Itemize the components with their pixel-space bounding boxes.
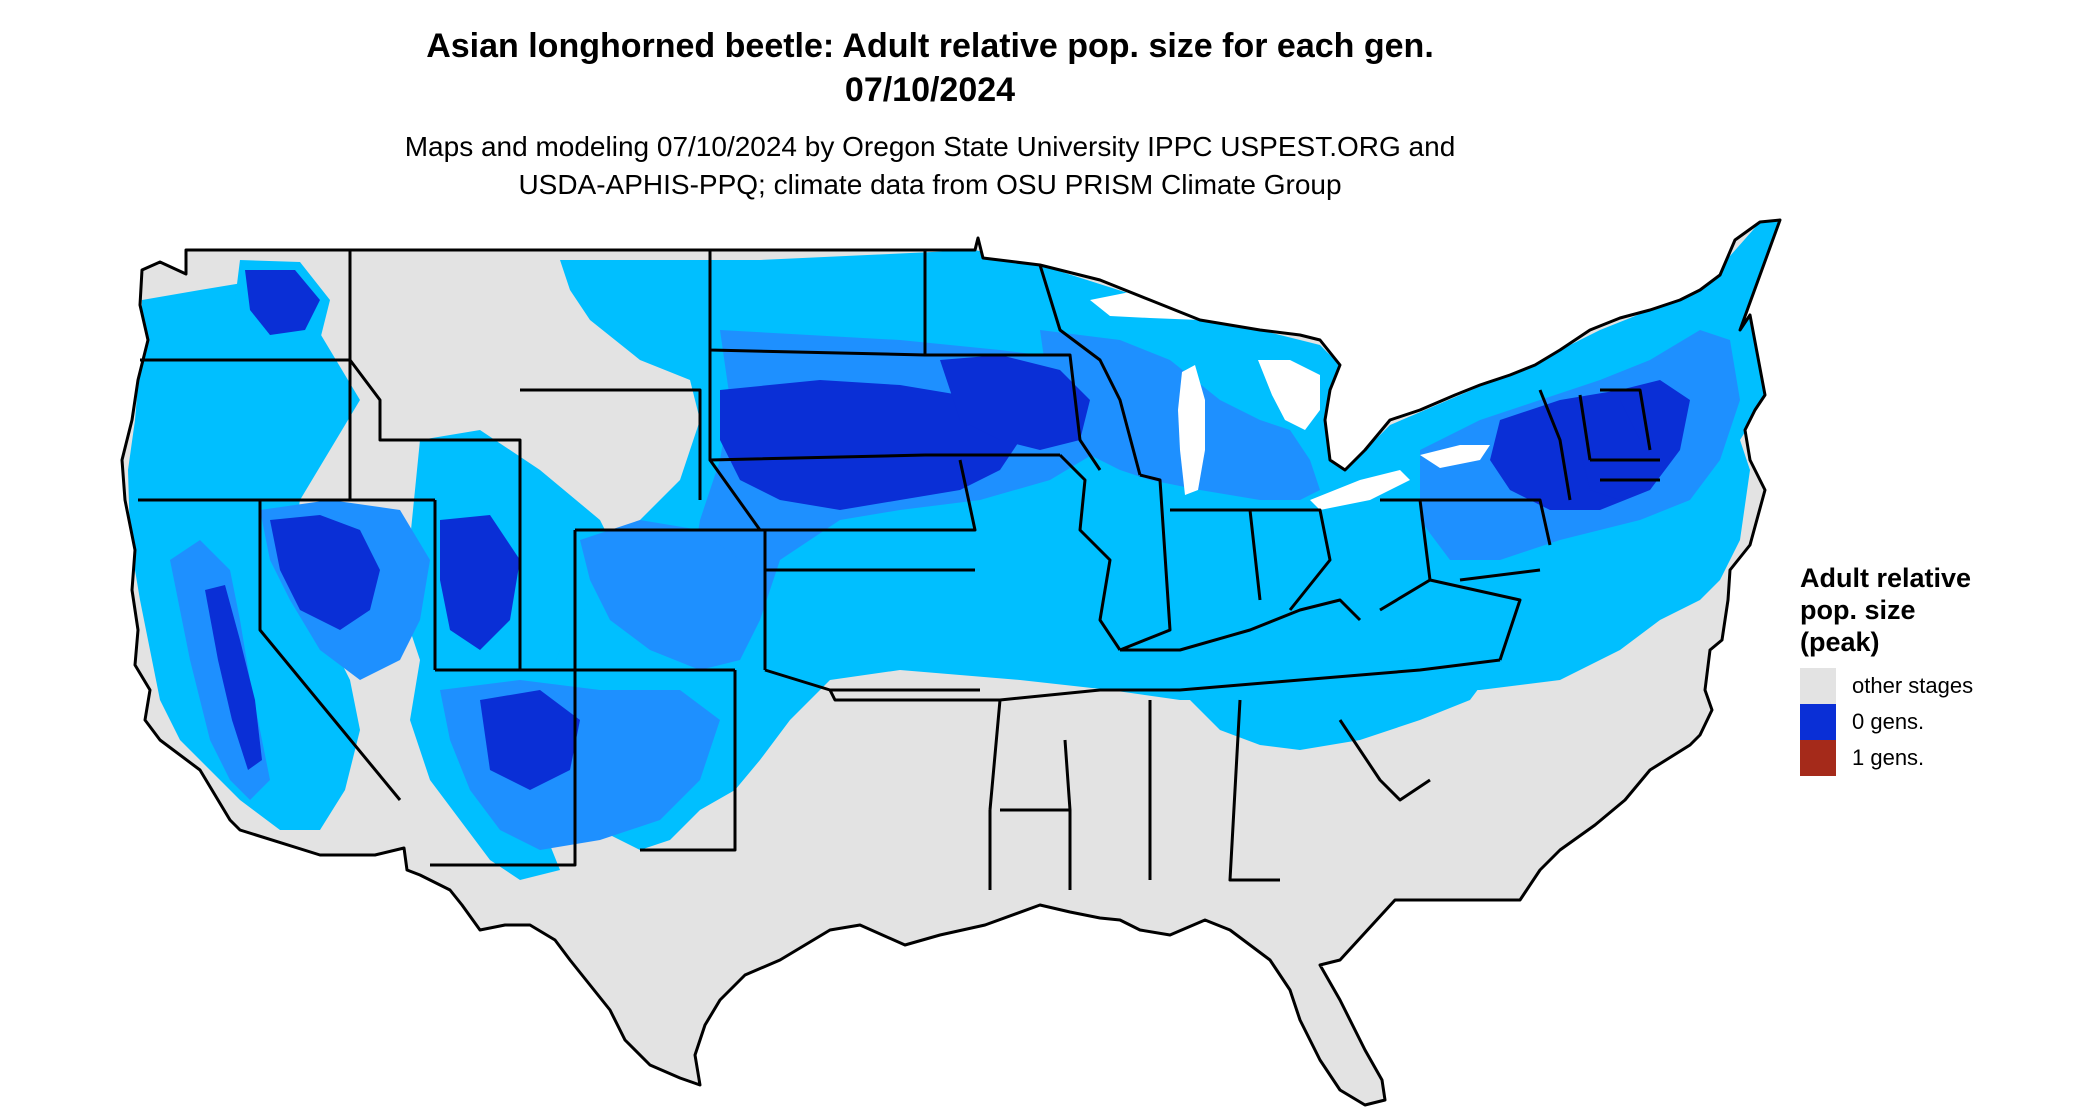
- zone-zero-gens-utah: [440, 515, 520, 650]
- title-line-2: 07/10/2024: [844, 71, 1016, 109]
- legend-label-0-gens: 0 gens.: [1852, 709, 1925, 734]
- legend-swatch-1-gens: [1800, 740, 1836, 776]
- legend-item-1-gens: 1 gens.: [1800, 740, 1973, 776]
- zone-zero-gens-arizona: [480, 690, 580, 790]
- lake-ontario: [1420, 445, 1490, 468]
- zone-mid-blue-colorado: [580, 520, 760, 670]
- lake-michigan: [1178, 365, 1205, 495]
- zone-zero-gens-minnesota: [940, 355, 1090, 450]
- subtitle-line-1: Maps and modeling 07/10/2024 by Oregon S…: [404, 131, 1456, 162]
- lake-superior: [1090, 290, 1280, 322]
- title-line-1: Asian longhorned beetle: Adult relative …: [426, 27, 1434, 65]
- subtitle-line-2: USDA-APHIS-PPQ; climate data from OSU PR…: [518, 169, 1342, 200]
- map-title: Asian longhorned beetle: Adult relative …: [0, 24, 1860, 112]
- legend-title-line-2: pop. size: [1800, 595, 1916, 625]
- legend-label-1-gens: 1 gens.: [1852, 745, 1925, 770]
- legend-swatch-0-gens: [1800, 704, 1836, 740]
- state-borders: [120, 218, 1782, 1107]
- legend-swatch-other-stages: [1800, 668, 1836, 704]
- legend-title: Adult relative pop. size (peak): [1800, 562, 1973, 658]
- map-subtitle: Maps and modeling 07/10/2024 by Oregon S…: [0, 128, 1860, 204]
- zone-zero-gens-dakotas: [720, 380, 1020, 510]
- legend-label-other-stages: other stages: [1852, 673, 1974, 698]
- legend-item-0-gens: 0 gens.: [1800, 704, 1973, 740]
- lake-erie: [1310, 470, 1410, 510]
- zone-zero-gens-new-england: [1580, 400, 1640, 500]
- legend: Adult relative pop. size (peak) other st…: [1800, 562, 1973, 776]
- zone-light-blue-southeast-appalachia: [1180, 650, 1500, 750]
- zone-zero-gens-sierra: [205, 585, 262, 770]
- zone-zero-gens-great-basin: [270, 515, 380, 630]
- legend-title-line-1: Adult relative: [1800, 563, 1972, 593]
- lake-huron: [1258, 360, 1320, 430]
- legend-title-line-3: (peak): [1800, 627, 1880, 657]
- zone-light-blue-west: [128, 280, 360, 830]
- legend-item-other-stages: other stages: [1800, 668, 1973, 704]
- zone-zero-gens-cascades: [245, 270, 320, 335]
